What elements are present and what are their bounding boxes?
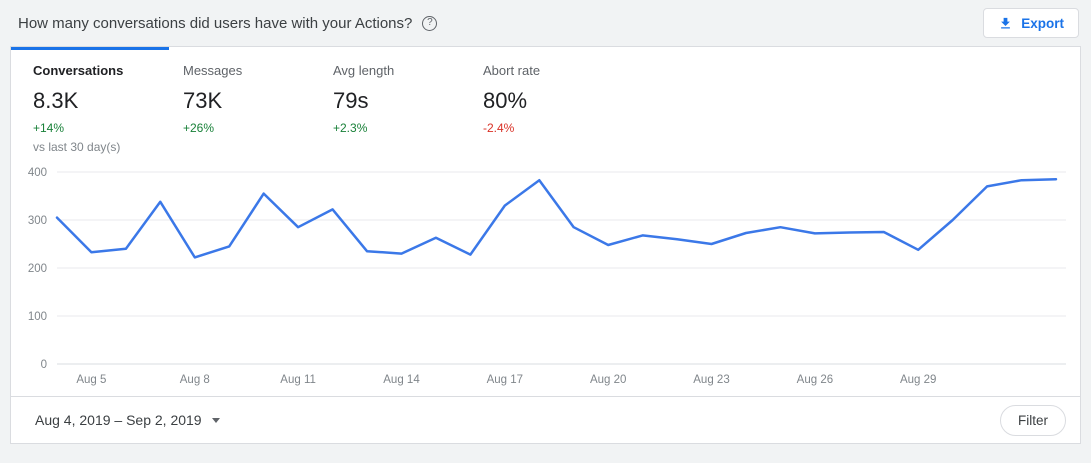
metric-value: 8.3K bbox=[33, 88, 79, 113]
metric-label: Conversations bbox=[33, 63, 124, 78]
metric-value: 73K bbox=[183, 88, 223, 113]
metric-label: Abort rate bbox=[483, 63, 541, 78]
metric-delta: +14% bbox=[33, 121, 65, 135]
svg-text:400: 400 bbox=[28, 167, 47, 179]
tab-conversations[interactable]: Conversations 8.3K +14% vs last 30 day(s… bbox=[33, 63, 183, 154]
tab-abort-rate[interactable]: Abort rate 80% -2.4% bbox=[483, 63, 633, 154]
page-title-wrap: How many conversations did users have wi… bbox=[18, 14, 438, 32]
help-icon[interactable]: ? bbox=[422, 15, 438, 31]
metric-value: 80% bbox=[483, 88, 528, 113]
line-chart-svg: 0 100 200 300 400 Aug 5 Aug 8 Aug 11 Aug 14 Aug 1… bbox=[28, 167, 1066, 386]
metric-delta: -2.4% bbox=[483, 121, 515, 135]
analytics-card: Conversations 8.3K +14% vs last 30 day(s… bbox=[10, 46, 1081, 444]
metric-label: Avg length bbox=[333, 63, 395, 78]
svg-text:Aug 14: Aug 14 bbox=[383, 374, 420, 386]
svg-text:Aug 26: Aug 26 bbox=[797, 374, 833, 386]
filter-button[interactable]: Filter bbox=[1000, 404, 1066, 436]
svg-text:Aug 8: Aug 8 bbox=[180, 374, 210, 386]
svg-text:Aug 20: Aug 20 bbox=[590, 374, 626, 386]
svg-text:Aug 17: Aug 17 bbox=[487, 374, 523, 386]
active-tab-indicator bbox=[11, 47, 169, 50]
metric-compare-note bbox=[483, 140, 633, 154]
export-label: Export bbox=[1021, 15, 1064, 31]
svg-text:Aug 5: Aug 5 bbox=[76, 374, 106, 386]
download-icon bbox=[998, 16, 1013, 31]
metric-tabs-row: Conversations 8.3K +14% vs last 30 day(s… bbox=[11, 47, 1080, 160]
svg-text:Aug 29: Aug 29 bbox=[900, 374, 936, 386]
svg-text:Aug 23: Aug 23 bbox=[693, 374, 729, 386]
svg-text:300: 300 bbox=[28, 215, 47, 227]
metric-delta: +26% bbox=[183, 121, 215, 135]
page-title: How many conversations did users have wi… bbox=[18, 14, 413, 32]
page-header: How many conversations did users have wi… bbox=[0, 0, 1091, 46]
export-button[interactable]: Export bbox=[983, 8, 1079, 38]
svg-text:0: 0 bbox=[41, 359, 47, 371]
chevron-down-icon bbox=[211, 417, 220, 423]
metric-compare-note bbox=[333, 140, 483, 154]
metric-compare-note: vs last 30 day(s) bbox=[33, 140, 121, 154]
svg-text:200: 200 bbox=[28, 263, 47, 275]
date-range-label: Aug 4, 2019 – Sep 2, 2019 bbox=[35, 412, 202, 428]
svg-text:100: 100 bbox=[28, 311, 47, 323]
svg-text:Aug 11: Aug 11 bbox=[280, 374, 316, 386]
metric-compare-note bbox=[183, 140, 333, 154]
metric-delta: +2.3% bbox=[333, 121, 368, 135]
chart-footer: Aug 4, 2019 – Sep 2, 2019 Filter bbox=[11, 396, 1080, 443]
metric-label: Messages bbox=[183, 63, 243, 78]
tab-messages[interactable]: Messages 73K +26% bbox=[183, 63, 333, 154]
tab-avg-length[interactable]: Avg length 79s +2.3% bbox=[333, 63, 483, 154]
line-chart: 0 100 200 300 400 Aug 5 Aug 8 Aug 11 Aug 14 Aug 1… bbox=[11, 160, 1080, 396]
metric-value: 79s bbox=[333, 88, 369, 113]
date-range-selector[interactable]: Aug 4, 2019 – Sep 2, 2019 bbox=[35, 412, 220, 428]
